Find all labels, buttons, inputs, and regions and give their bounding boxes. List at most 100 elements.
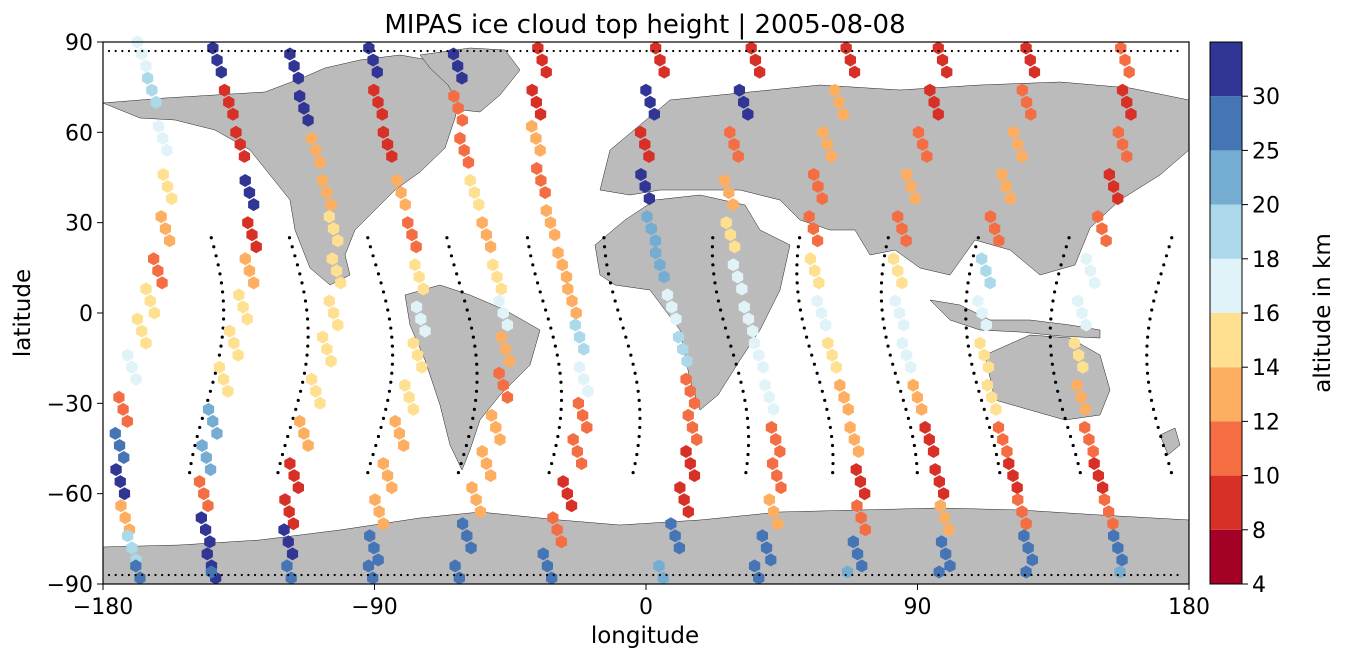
- cloud-top-marker: [1084, 264, 1097, 278]
- cloud-top-marker: [924, 83, 936, 97]
- cloud-top-marker: [305, 372, 318, 386]
- no-cloud-dot: [387, 317, 392, 321]
- cloud-top-marker: [933, 565, 945, 579]
- no-cloud-dot: [1163, 573, 1166, 577]
- no-cloud-dot: [214, 573, 217, 577]
- no-cloud-dot: [222, 308, 226, 312]
- no-cloud-dot: [1154, 290, 1158, 294]
- cloud-top-marker: [499, 342, 512, 356]
- no-cloud-dot: [559, 573, 562, 577]
- no-cloud-dot: [605, 573, 608, 577]
- no-cloud-dot: [127, 49, 131, 53]
- no-cloud-dot: [968, 353, 972, 357]
- cloud-top-marker: [382, 469, 394, 483]
- cloud-top-marker: [566, 294, 578, 308]
- no-cloud-dot: [121, 49, 124, 53]
- cloud-top-marker: [110, 463, 122, 477]
- no-cloud-dot: [1164, 254, 1169, 258]
- no-cloud-dot: [1161, 443, 1166, 448]
- cloud-top-marker: [938, 487, 950, 501]
- cloud-top-marker: [198, 487, 210, 501]
- cloud-top-marker: [840, 41, 852, 55]
- no-cloud-dot: [985, 416, 989, 420]
- no-cloud-dot: [734, 362, 738, 366]
- no-cloud-dot: [1154, 416, 1158, 420]
- no-cloud-dot: [379, 425, 383, 430]
- no-cloud-dot: [652, 49, 655, 53]
- cloud-top-marker: [1103, 168, 1115, 181]
- cloud-top-marker: [582, 384, 594, 398]
- no-cloud-dot: [964, 299, 968, 303]
- no-cloud-dot: [711, 49, 715, 53]
- cloud-top-marker: [368, 541, 380, 555]
- no-cloud-dot: [380, 573, 383, 577]
- cloud-top-marker: [417, 282, 429, 296]
- no-cloud-dot: [1149, 398, 1154, 402]
- no-cloud-dot: [798, 308, 803, 312]
- colorbar-segment: [1210, 42, 1242, 97]
- cloud-top-marker: [118, 487, 131, 501]
- no-cloud-dot: [371, 254, 375, 258]
- cloud-top-marker: [639, 137, 651, 151]
- no-cloud-dot: [1070, 49, 1073, 53]
- cloud-top-marker: [907, 378, 919, 392]
- no-cloud-dot: [368, 245, 372, 249]
- cloud-top-marker: [419, 324, 431, 338]
- no-cloud-dot: [804, 573, 807, 577]
- cloud-top-marker: [152, 119, 165, 133]
- y-tick-label: −60: [47, 483, 93, 508]
- cloud-top-marker: [316, 174, 329, 187]
- no-cloud-dot: [463, 299, 467, 303]
- no-cloud-dot: [194, 49, 197, 53]
- cloud-top-marker: [534, 107, 547, 121]
- no-cloud-dot: [1090, 573, 1093, 577]
- colorbar-segment: [1210, 475, 1242, 530]
- no-cloud-dot: [557, 425, 561, 430]
- no-cloud-dot: [373, 49, 376, 53]
- no-cloud-dot: [302, 371, 307, 375]
- no-cloud-dot: [804, 49, 807, 53]
- cloud-top-marker: [239, 174, 251, 187]
- no-cloud-dot: [333, 49, 336, 53]
- no-cloud-dot: [798, 49, 801, 53]
- no-cloud-dot: [234, 49, 237, 53]
- cloud-top-marker: [727, 198, 739, 212]
- no-cloud-dot: [1143, 49, 1146, 53]
- no-cloud-dot: [572, 49, 575, 53]
- cloud-top-marker: [239, 252, 251, 266]
- no-cloud-dot: [307, 573, 310, 577]
- cloud-top-marker: [130, 559, 142, 573]
- cloud-top-marker: [377, 125, 389, 139]
- map-area: [102, 35, 1190, 585]
- no-cloud-dot: [283, 443, 287, 448]
- no-cloud-dot: [579, 573, 582, 577]
- cloud-top-marker: [490, 420, 502, 434]
- cloud-top-marker: [1079, 420, 1091, 434]
- no-cloud-dot: [731, 353, 736, 357]
- no-cloud-dot: [632, 49, 635, 53]
- cloud-top-marker: [468, 186, 481, 200]
- cloud-top-marker: [362, 559, 375, 573]
- cloud-top-marker: [232, 348, 244, 362]
- cloud-top-marker: [669, 529, 681, 543]
- no-cloud-dot: [791, 49, 794, 53]
- no-cloud-dot: [305, 353, 309, 357]
- cloud-top-marker: [923, 433, 935, 446]
- no-cloud-dot: [976, 236, 980, 240]
- no-cloud-dot: [691, 573, 695, 577]
- no-cloud-dot: [1003, 49, 1007, 53]
- cloud-top-marker: [211, 426, 223, 440]
- no-cloud-dot: [220, 290, 225, 294]
- cloud-top-marker: [826, 348, 838, 362]
- colorbar-segment: [1210, 96, 1242, 151]
- no-cloud-dot: [293, 254, 297, 258]
- cloud-top-marker: [933, 475, 945, 489]
- cloud-top-marker: [495, 282, 507, 296]
- cloud-top-marker: [892, 264, 904, 278]
- no-cloud-dot: [665, 573, 668, 577]
- no-cloud-dot: [280, 49, 283, 53]
- no-cloud-dot: [972, 371, 976, 375]
- no-cloud-dot: [877, 573, 880, 577]
- no-cloud-dot: [1071, 443, 1075, 448]
- cloud-top-marker: [718, 174, 731, 187]
